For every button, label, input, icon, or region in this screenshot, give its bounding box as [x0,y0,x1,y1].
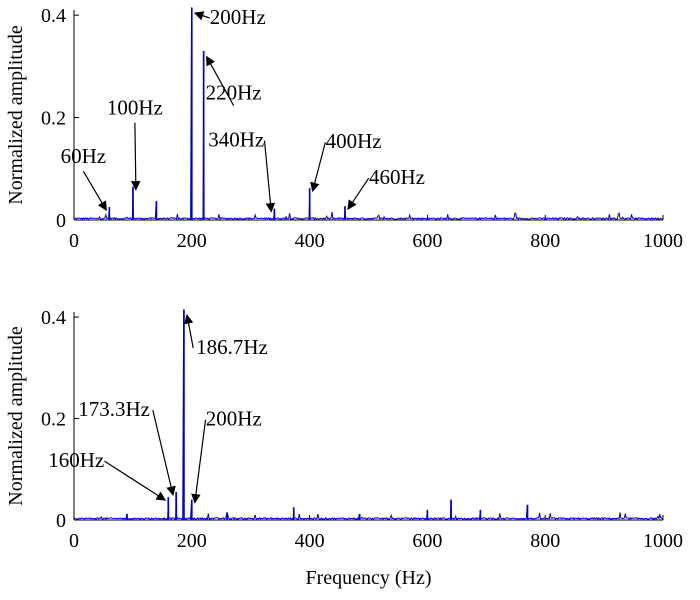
x-tick-label: 200 [177,230,207,252]
y-tick-label: 0 [56,510,66,532]
annotation-label: 160Hz [48,448,104,472]
spectrum-line [74,310,662,520]
annotation-arrow [104,461,165,500]
annotation-label: 400Hz [326,129,382,153]
x-tick-label: 0 [69,530,79,552]
x-tick-label: 0 [69,230,79,252]
annotation-arrow [187,315,193,348]
annotation-arrow [135,123,136,190]
y-tick-label: 0.4 [41,5,66,27]
x-tick-label: 1000 [643,530,683,552]
annotation-arrow [348,178,369,209]
y-axis-title: Normalized amplitude [5,326,27,506]
annotation-label: 60Hz [61,144,107,168]
annotation-label: 460Hz [369,165,425,189]
annotation-arrow [83,171,106,210]
x-tick-label: 800 [530,530,560,552]
x-tick-label: 800 [530,230,560,252]
annotation-label: 200Hz [206,407,262,431]
annotation-label: 220Hz [206,81,262,105]
annotation-arrow [195,420,206,503]
x-tick-label: 600 [412,230,442,252]
annotation-label: 186.7Hz [196,335,268,359]
x-tick-label: 600 [412,530,442,552]
y-axis-title: Normalized amplitude [5,25,27,205]
annotation-label: 100Hz [107,96,163,120]
x-tick-label: 400 [295,230,325,252]
annotation-label: 200Hz [210,5,266,29]
y-tick-label: 0.2 [41,108,66,130]
x-tick-label: 1000 [643,230,683,252]
x-tick-label: 200 [177,530,207,552]
y-tick-label: 0 [56,210,66,232]
y-tick-label: 0.2 [41,409,66,431]
annotation-arrow [265,141,272,212]
x-axis-title: Frequency (Hz) [305,567,431,589]
annotation-arrow [153,410,173,495]
y-tick-label: 0.4 [41,307,66,329]
annotation-arrow [313,142,326,191]
annotation-label: 173.3Hz [78,397,150,421]
bottom-spectrum-panel: 0 200 400 600 800 1000 0 0.2 0.4 Normalized ampli… [5,307,683,589]
annotation-label: 340Hz [208,128,264,152]
annotation-arrow [195,13,210,18]
top-spectrum-panel: 0 200 400 600 800 1000 0 0.2 0.4 Normalized ampli… [5,5,683,252]
x-tick-label: 400 [295,530,325,552]
